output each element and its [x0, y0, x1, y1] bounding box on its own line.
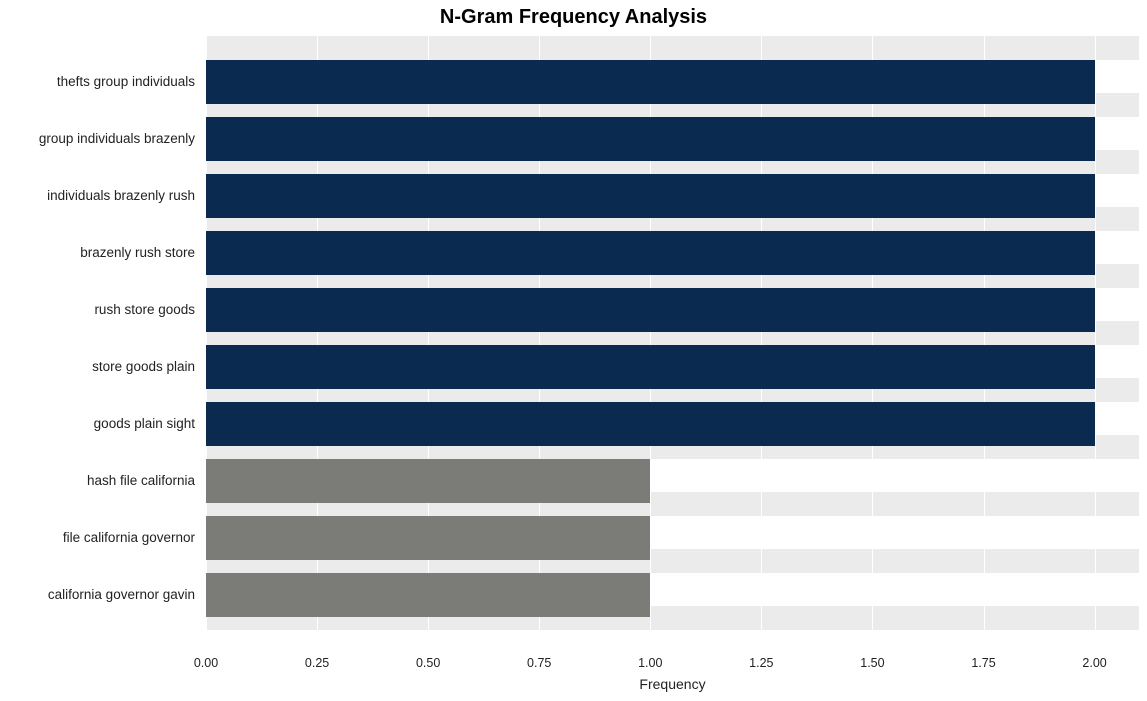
y-tick-label: rush store goods: [0, 303, 195, 317]
y-tick-label: group individuals brazenly: [0, 132, 195, 146]
grid-band: [206, 36, 1139, 60]
bar: [206, 402, 1095, 446]
plot-area: [206, 36, 1139, 646]
y-tick-label: thefts group individuals: [0, 75, 195, 89]
y-tick-label: individuals brazenly rush: [0, 189, 195, 203]
bar: [206, 174, 1095, 218]
x-tick-label: 0.75: [527, 656, 551, 670]
bar: [206, 345, 1095, 389]
x-tick-label: 0.50: [416, 656, 440, 670]
x-tick-label: 2.00: [1082, 656, 1106, 670]
y-tick-label: store goods plain: [0, 360, 195, 374]
x-tick-label: 1.50: [860, 656, 884, 670]
chart-title: N-Gram Frequency Analysis: [0, 6, 1147, 29]
x-tick-label: 1.00: [638, 656, 662, 670]
chart-container: N-Gram Frequency Analysis thefts group i…: [0, 0, 1147, 701]
bar: [206, 459, 650, 503]
x-tick-label: 0.25: [305, 656, 329, 670]
bar: [206, 231, 1095, 275]
y-tick-label: brazenly rush store: [0, 246, 195, 260]
y-tick-label: goods plain sight: [0, 417, 195, 431]
bar: [206, 573, 650, 617]
x-tick-label: 0.00: [194, 656, 218, 670]
x-axis-label: Frequency: [206, 676, 1139, 692]
y-tick-label: california governor gavin: [0, 588, 195, 602]
x-axis-ticks: 0.000.250.500.751.001.251.501.752.00: [206, 656, 1139, 676]
y-tick-label: file california governor: [0, 531, 195, 545]
bar: [206, 288, 1095, 332]
x-tick-label: 1.25: [749, 656, 773, 670]
y-tick-label: hash file california: [0, 474, 195, 488]
x-tick-label: 1.75: [971, 656, 995, 670]
bar: [206, 117, 1095, 161]
bar: [206, 516, 650, 560]
grid-vline: [1095, 36, 1096, 646]
bar: [206, 60, 1095, 104]
